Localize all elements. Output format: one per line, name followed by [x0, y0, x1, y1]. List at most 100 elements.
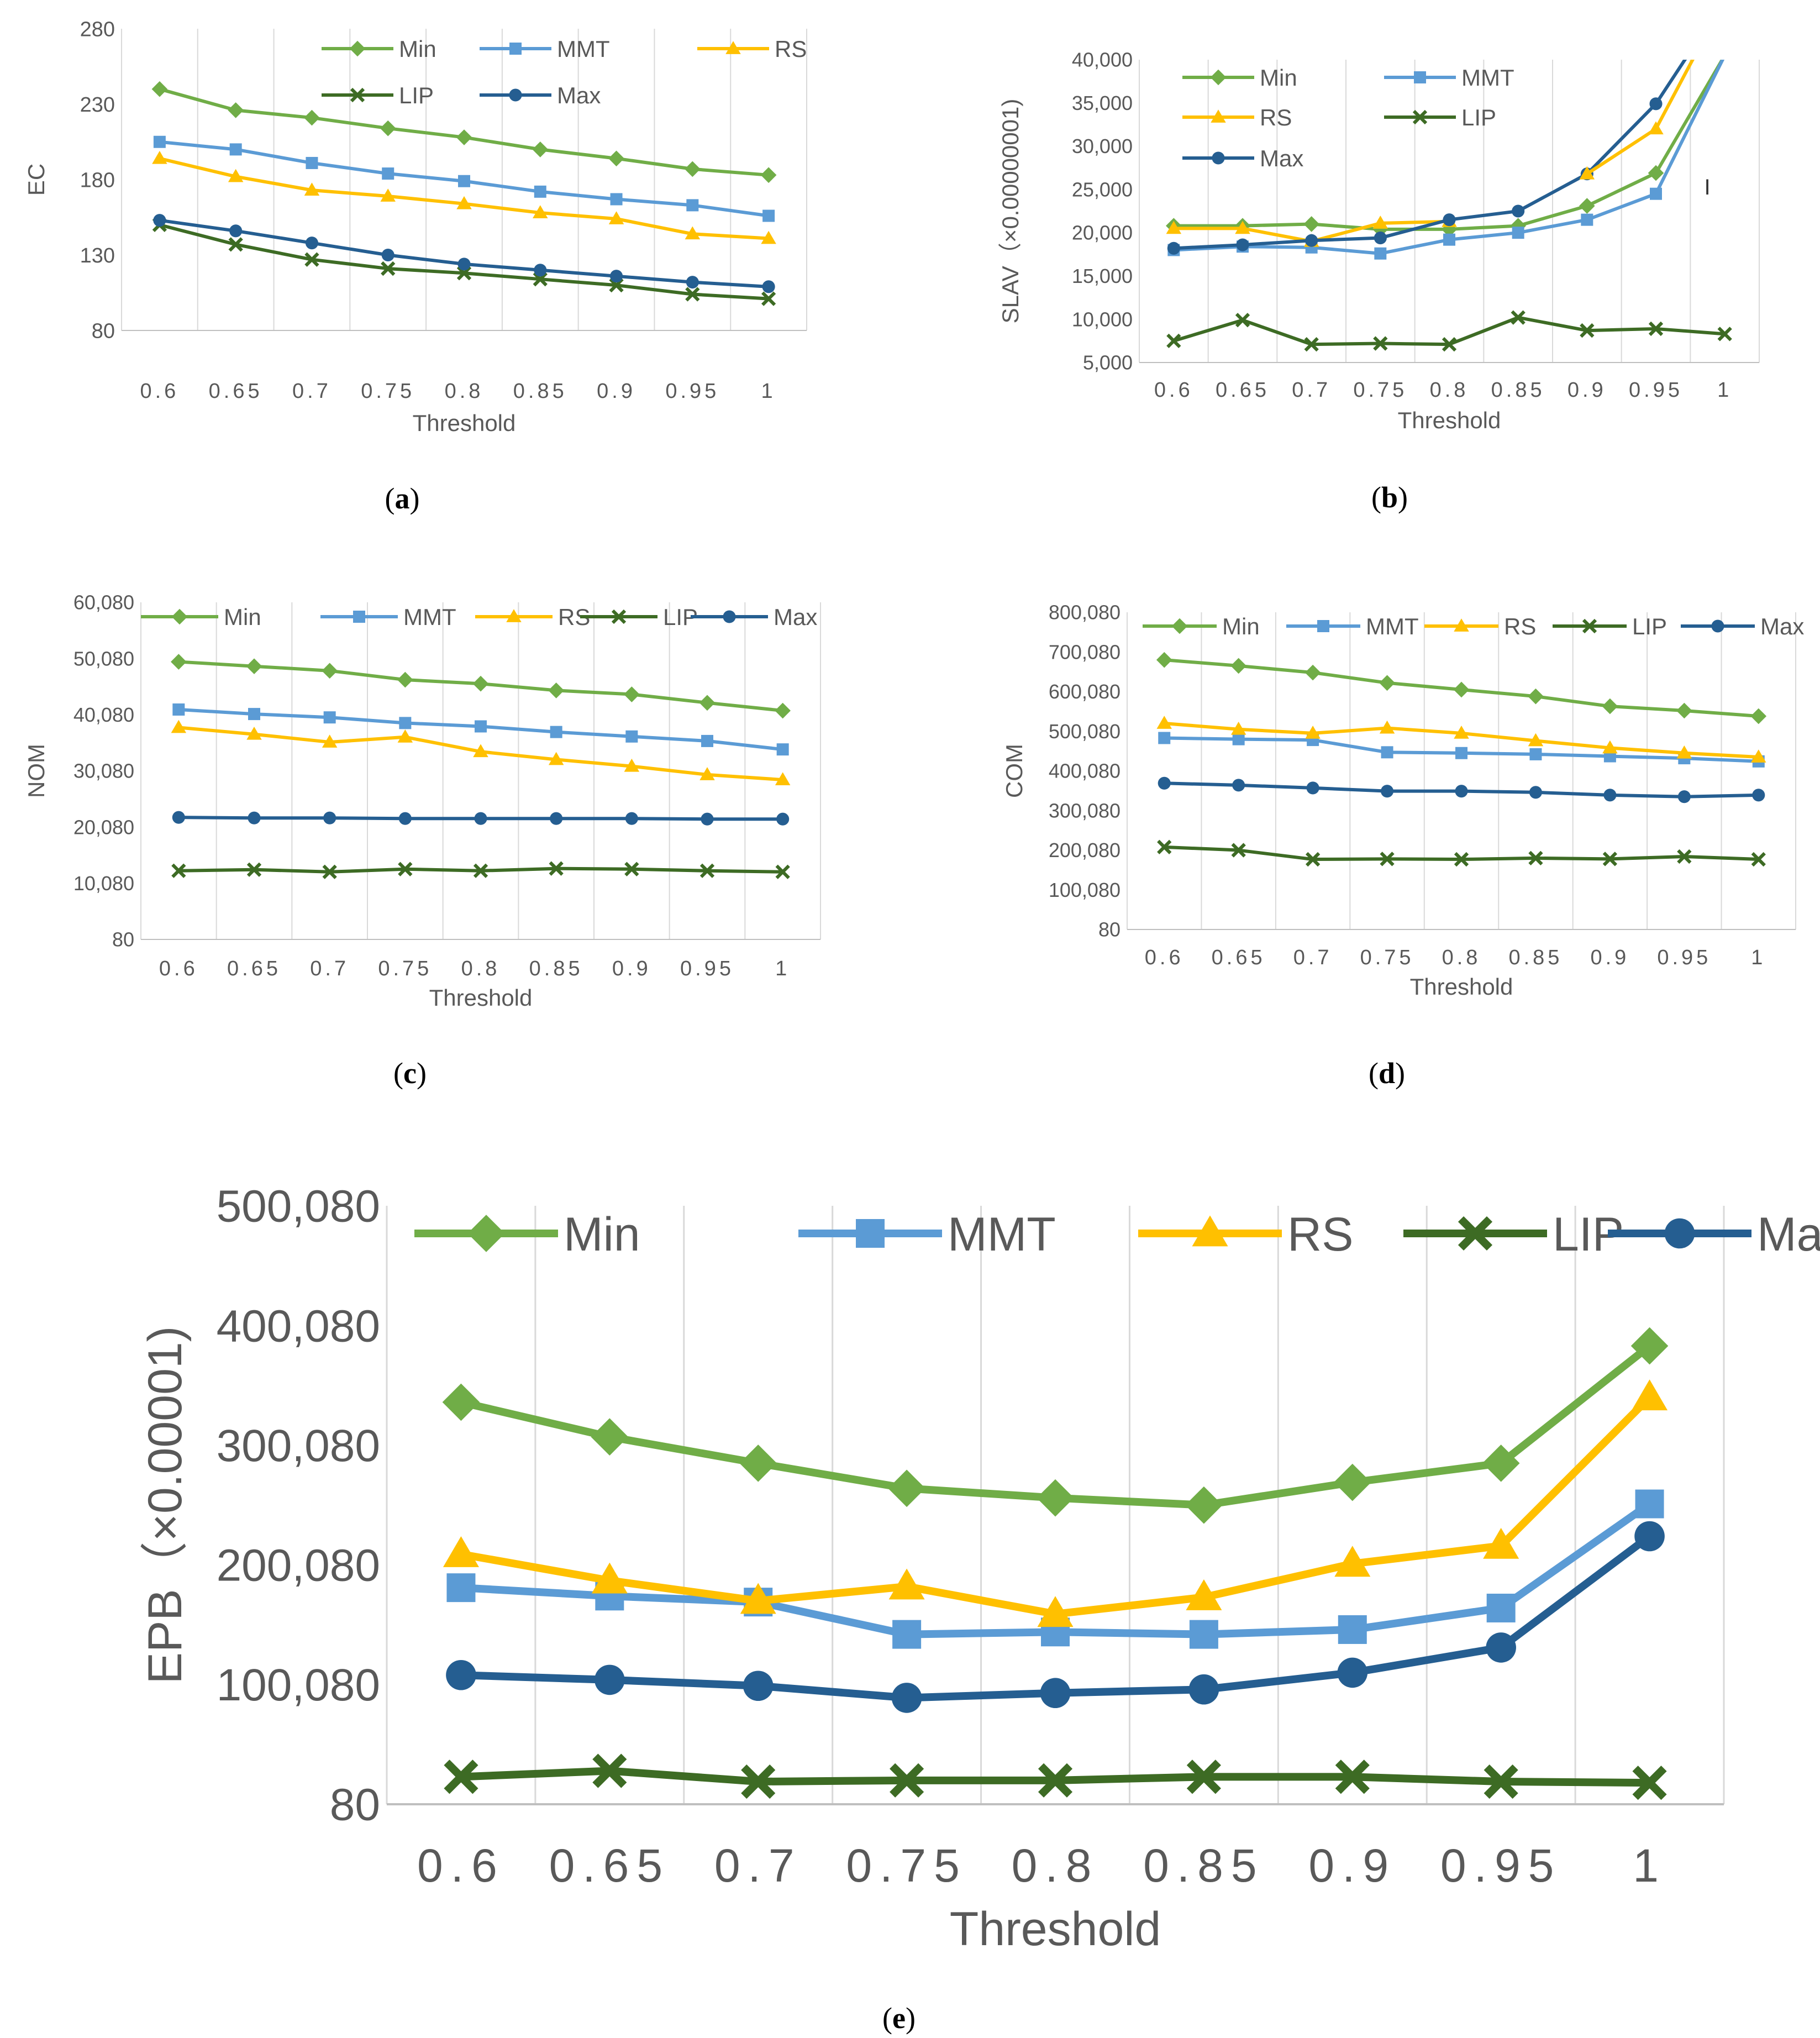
legend-marker [1192, 1215, 1228, 1247]
data-point [473, 863, 488, 878]
x-tick-label: 1 [1717, 379, 1732, 402]
data-point [1380, 852, 1395, 866]
legend-marker [506, 609, 522, 622]
y-tick-label: 20,080 [73, 816, 134, 838]
caption-a: (a) [385, 482, 420, 515]
data-point [1232, 779, 1245, 792]
data-point [1235, 313, 1250, 328]
chart-c: 80 10,080 20,080 30,080 40,080 50,080 60,080 0.… [23, 591, 821, 1090]
data-point [172, 703, 185, 716]
y-tick-label: 100,080 [1049, 879, 1121, 901]
data-point [701, 734, 713, 747]
data-point [608, 150, 624, 167]
plot-area [1166, 60, 1732, 352]
data-point [1528, 850, 1543, 866]
data-point [1581, 213, 1593, 226]
data-point [1304, 337, 1319, 352]
y-tick-label: 700,080 [1049, 640, 1121, 663]
legend-label: Min [1222, 613, 1260, 639]
data-point [382, 167, 394, 180]
legend-marker [611, 609, 627, 624]
series-max [153, 214, 775, 293]
data-point [306, 156, 318, 169]
data-point [1483, 1527, 1519, 1559]
data-point [443, 1536, 479, 1567]
series-lip [1157, 839, 1766, 867]
legend-item-mmt: MMT [1286, 613, 1419, 639]
x-tick-label: 1 [1633, 1840, 1666, 1892]
legend-marker [1458, 1216, 1493, 1251]
data-point [610, 270, 623, 283]
y-tick-label: 100,080 [217, 1660, 380, 1710]
y-axis-title: NOM [23, 744, 49, 798]
x-tick-label: 0.9 [1567, 379, 1607, 402]
data-point [1632, 1766, 1667, 1800]
series-rs [1579, 60, 1695, 180]
legend-marker [1711, 619, 1724, 633]
data-point [550, 812, 563, 825]
data-point [888, 1568, 925, 1600]
x-tick-label: 0.65 [549, 1840, 671, 1892]
data-point [890, 1763, 924, 1798]
data-point [1484, 1764, 1518, 1799]
legend-item-lip: LIP [1384, 104, 1496, 130]
legend-marker [350, 87, 365, 103]
data-point [701, 812, 714, 826]
legend-item-rs: RS [1182, 104, 1292, 130]
data-point [1455, 785, 1468, 798]
x-tick-label: 0.8 [1442, 946, 1481, 969]
y-tick-label: 80 [1098, 918, 1121, 941]
y-tick-label: 80 [112, 928, 134, 951]
data-point [686, 276, 699, 289]
data-point [1677, 849, 1692, 864]
y-tick-label: 25,000 [1072, 178, 1133, 201]
data-point [685, 226, 701, 240]
series-mmt [153, 135, 775, 222]
legend-item-lip: LIP [580, 604, 698, 630]
data-point [1602, 740, 1618, 754]
data-point [153, 214, 166, 227]
legend-label: Min [399, 36, 436, 62]
y-tick-label: 20,000 [1072, 222, 1133, 244]
data-point [398, 862, 413, 876]
data-point [472, 675, 489, 692]
y-tick-label: 35,000 [1072, 92, 1133, 114]
series-mmt [1158, 732, 1765, 768]
caption-e: (e) [882, 2002, 916, 2035]
series-line [1172, 316, 1727, 346]
data-point [1482, 1445, 1520, 1482]
y-tick-label: 300,080 [217, 1421, 380, 1471]
series-rs [1156, 716, 1766, 763]
series-max [172, 811, 790, 826]
data-point [762, 280, 775, 293]
data-point [304, 109, 320, 126]
data-point [1579, 166, 1595, 180]
data-point [624, 862, 639, 876]
data-point [775, 864, 790, 879]
y-tick-label: 40,000 [1072, 49, 1133, 71]
data-point [1676, 745, 1692, 759]
data-point [246, 726, 262, 740]
data-point [1158, 776, 1171, 790]
data-point [1236, 238, 1249, 251]
data-point [1156, 652, 1172, 668]
y-axis-title: SLAV（×0.00000001) [997, 99, 1023, 324]
legend-marker [1317, 620, 1329, 632]
legend-label: MMT [403, 604, 456, 630]
data-point [229, 224, 243, 238]
data-point [1511, 310, 1526, 325]
series-min [151, 81, 777, 183]
data-point [1454, 726, 1469, 739]
data-point [397, 729, 413, 743]
legend-label: Max [1757, 1208, 1820, 1261]
data-point [1188, 1674, 1219, 1705]
data-point [323, 811, 336, 824]
data-point [1303, 216, 1319, 232]
legend-item-rs: RS [697, 36, 807, 62]
legend-item-max: Max [1608, 1208, 1820, 1261]
x-tick-label: 0.8 [1430, 379, 1469, 402]
data-point [172, 811, 185, 824]
legend-item-lip: LIP [1553, 613, 1667, 639]
data-point [1529, 748, 1542, 760]
data-point [776, 743, 789, 756]
